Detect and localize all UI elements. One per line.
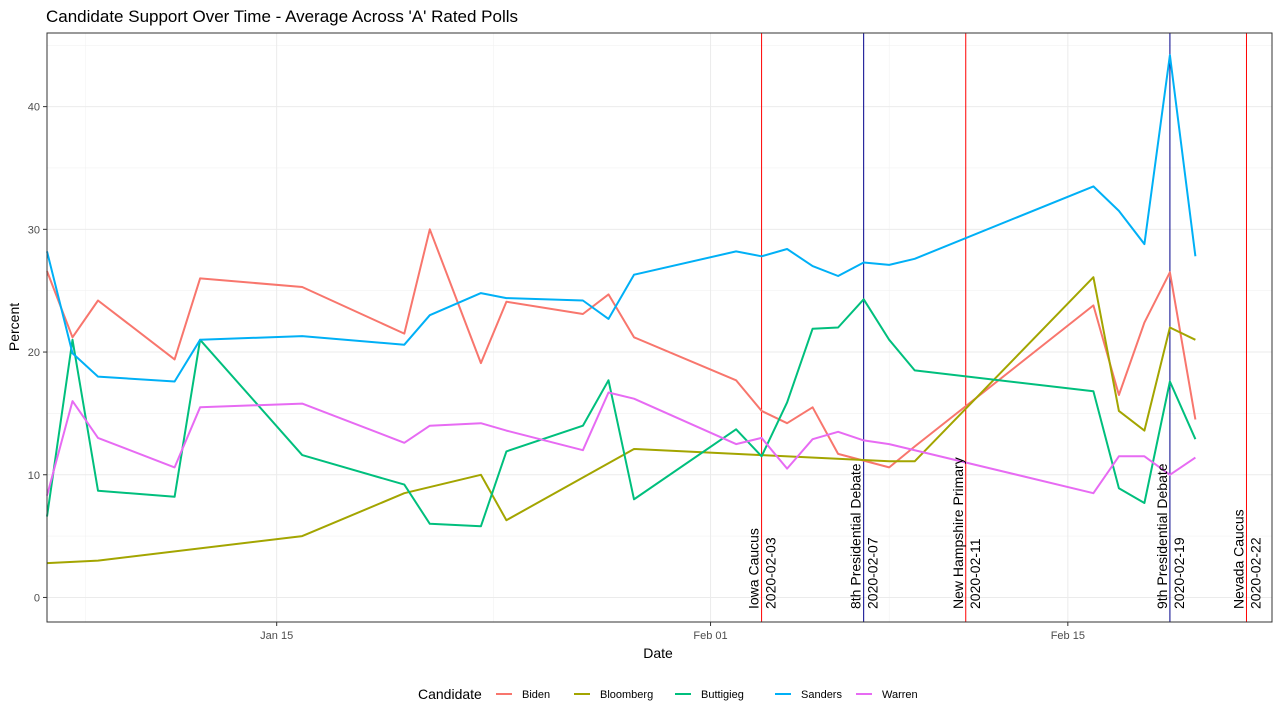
series-line-buttigieg (46, 298, 1197, 528)
y-tick-label: 40 (28, 102, 40, 114)
chart-title: Candidate Support Over Time - Average Ac… (46, 7, 518, 26)
x-tick-label: Feb 01 (693, 630, 727, 642)
y-tick-label: 30 (28, 224, 40, 236)
legend-label: Bloomberg (600, 689, 653, 701)
y-axis-title: Percent (6, 303, 22, 351)
plot-panel-border (46, 32, 1273, 623)
legend-label: Buttigieg (701, 689, 744, 701)
event-date-label: 2020-02-19 (1171, 537, 1187, 609)
event-date-label: 2020-02-22 (1247, 537, 1263, 609)
y-axis-ticks: 0 10 20 30 40 (28, 102, 47, 604)
grid-minor (47, 33, 1272, 622)
legend-label: Sanders (801, 689, 842, 701)
x-axis-title: Date (643, 645, 673, 661)
legend: Candidate Biden Bloomberg Buttigieg Sanders… (418, 686, 918, 702)
legend-label: Warren (882, 689, 918, 701)
x-tick-label: Feb 15 (1051, 630, 1085, 642)
x-tick-label: Jan 15 (260, 630, 293, 642)
event-name-label: 8th Presidential Debate (848, 463, 864, 609)
series-line-warren (46, 391, 1196, 496)
legend-title: Candidate (418, 686, 482, 702)
series-line-bloomberg (46, 276, 1196, 565)
legend-label: Biden (522, 689, 550, 701)
series-line-biden (46, 228, 1197, 469)
series-lines (46, 54, 1197, 565)
event-labels: Iowa Caucus 2020-02-03 8th Presidential De… (746, 457, 1264, 609)
event-date-label: 2020-02-03 (763, 537, 779, 609)
x-axis-ticks: Jan 15 Feb 01 Feb 15 (260, 622, 1085, 642)
event-date-label: 2020-02-07 (865, 537, 881, 609)
event-name-label: Nevada Caucus (1230, 509, 1246, 609)
series-line-sanders (46, 54, 1197, 383)
y-tick-label: 0 (34, 592, 40, 604)
y-tick-label: 10 (28, 470, 40, 482)
event-name-label: 9th Presidential Debate (1154, 463, 1170, 609)
event-name-label: New Hampshire Primary (950, 457, 966, 609)
grid-major (47, 33, 1272, 622)
y-tick-label: 20 (28, 347, 40, 359)
event-date-label: 2020-02-11 (967, 538, 983, 609)
event-name-label: Iowa Caucus (746, 528, 762, 609)
